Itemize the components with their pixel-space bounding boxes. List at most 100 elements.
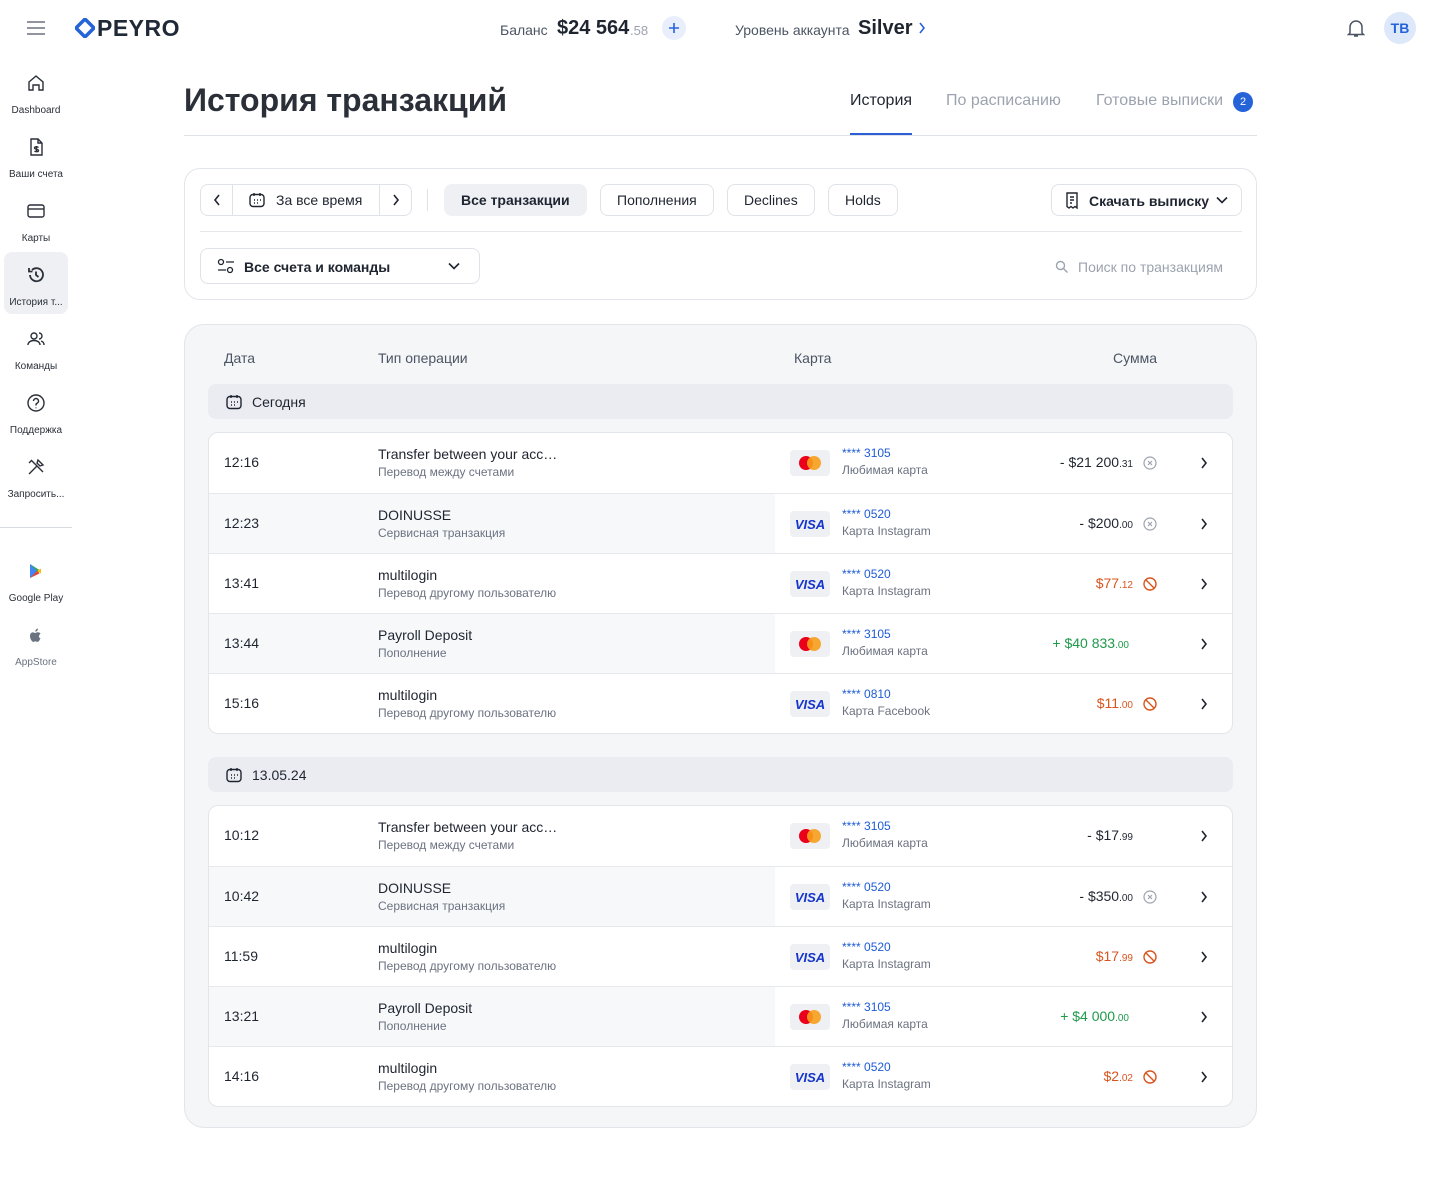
time: 12:16 bbox=[224, 454, 260, 470]
nav-item[interactable]: Карты bbox=[4, 188, 68, 250]
transaction-row[interactable]: 13:41 multilogin Перевод другому пользоват… bbox=[209, 553, 1232, 613]
transaction-row[interactable]: 13:21 Payroll Deposit Пополнение **** 3105 Л… bbox=[209, 986, 1232, 1046]
nav-item[interactable]: Ваши счета bbox=[4, 124, 68, 186]
level-label: Уровень аккаунта bbox=[735, 22, 850, 38]
card-logo: VISA bbox=[790, 1064, 830, 1090]
operation-title: Payroll Deposit bbox=[378, 627, 473, 643]
nav-label: Команды bbox=[14, 361, 58, 372]
time: 13:21 bbox=[224, 1008, 260, 1024]
amount: - $21 200.31 bbox=[1060, 454, 1133, 470]
avatar[interactable]: TB bbox=[1384, 12, 1416, 44]
visa-logo: VISA bbox=[794, 889, 826, 905]
type-chip[interactable]: Все транзакции bbox=[444, 184, 587, 216]
operation-subtitle: Перевод другому пользователю bbox=[378, 706, 557, 720]
level-chevron[interactable] bbox=[918, 22, 926, 34]
sidebar: Dashboard Ваши счета Карты История т... Кома… bbox=[0, 56, 72, 676]
card-logo: VISA bbox=[790, 511, 830, 537]
period[interactable]: За все время bbox=[276, 192, 363, 208]
nav-icon bbox=[27, 332, 45, 346]
column-header: Сумма bbox=[1113, 350, 1157, 366]
transaction-row[interactable]: 14:16 multilogin Перевод другому пользоват… bbox=[209, 1046, 1232, 1106]
period-next[interactable] bbox=[379, 185, 412, 215]
nav-item[interactable]: История т... bbox=[4, 252, 68, 314]
amount-main: $77 bbox=[1095, 575, 1120, 591]
download-button[interactable]: Скачать выписку bbox=[1051, 184, 1242, 216]
type-chip[interactable]: Holds bbox=[828, 184, 898, 216]
nav-item[interactable]: Dashboard bbox=[4, 60, 68, 122]
tab[interactable]: Готовые выписки bbox=[1096, 92, 1224, 109]
nav-icon bbox=[27, 394, 45, 412]
amount-cents: .00 bbox=[1115, 1013, 1129, 1024]
accounts-select[interactable]: Все счета и команды bbox=[200, 248, 480, 284]
transaction-row[interactable]: 12:23 DOINUSSE Сервисная транзакция VISA ***… bbox=[209, 493, 1232, 553]
transaction-list: 10:12 Transfer between your acc… Перевод м… bbox=[208, 805, 1233, 1107]
column-header: Тип операции bbox=[378, 350, 468, 366]
card-number: **** 0520 bbox=[842, 940, 891, 954]
type-chip[interactable]: Пополнения bbox=[600, 184, 714, 216]
store-link[interactable]: AppStore bbox=[4, 612, 68, 674]
level[interactable]: Silver bbox=[858, 17, 913, 39]
row-chevron bbox=[1201, 1011, 1208, 1023]
calendar-icon bbox=[249, 193, 265, 208]
operation-title: Transfer between your acc… bbox=[378, 819, 558, 835]
card-number: **** 0520 bbox=[842, 1060, 891, 1074]
tab[interactable]: История bbox=[850, 92, 913, 109]
operation-title: multilogin bbox=[378, 687, 438, 703]
card-logo: VISA bbox=[790, 944, 830, 970]
declined-icon bbox=[1143, 577, 1157, 591]
operation-subtitle: Пополнение bbox=[378, 1019, 447, 1033]
page-title: История транзакций bbox=[184, 82, 508, 118]
mastercard-logo bbox=[799, 1010, 821, 1024]
amount-main: - $200 bbox=[1079, 515, 1120, 531]
nav-item[interactable]: Поддержка bbox=[4, 380, 68, 442]
time: 13:41 bbox=[224, 575, 260, 591]
card-number: **** 3105 bbox=[842, 446, 891, 460]
store-link[interactable]: Google Play bbox=[4, 548, 68, 610]
period-prev[interactable] bbox=[201, 185, 233, 215]
tab[interactable]: По расписанию bbox=[946, 92, 1061, 109]
nav-item[interactable]: Команды bbox=[4, 316, 68, 378]
title-divider bbox=[184, 135, 1257, 136]
transaction-row[interactable]: 15:16 multilogin Перевод другому пользоват… bbox=[209, 673, 1232, 733]
group-header: Сегодня bbox=[208, 384, 1233, 419]
operation-title: Payroll Deposit bbox=[378, 1000, 473, 1016]
tab-badge: 2 bbox=[1233, 92, 1253, 112]
card-name: Любимая карта bbox=[842, 644, 928, 658]
group-label: Сегодня bbox=[252, 394, 306, 410]
operation-title: multilogin bbox=[378, 940, 438, 956]
card-name: Карта Instagram bbox=[842, 584, 931, 598]
nav-icon bbox=[28, 75, 44, 91]
logo-mark bbox=[75, 18, 95, 38]
transaction-row[interactable]: 10:42 DOINUSSE Сервисная транзакция VISA ***… bbox=[209, 866, 1232, 926]
card-logo bbox=[790, 1004, 830, 1030]
transaction-row[interactable]: 10:12 Transfer between your acc… Перевод м… bbox=[209, 806, 1232, 866]
search-input[interactable]: Поиск по транзакциям bbox=[1078, 259, 1224, 275]
amount: - $200.00 bbox=[1079, 515, 1133, 531]
top-up-button[interactable] bbox=[662, 16, 686, 40]
type-chip[interactable]: Declines bbox=[727, 184, 815, 216]
hold-icon bbox=[1143, 890, 1157, 904]
time: 11:59 bbox=[224, 948, 258, 964]
transaction-row[interactable]: 12:16 Transfer between your acc… Перевод м… bbox=[209, 433, 1232, 493]
visa-logo: VISA bbox=[794, 696, 826, 712]
column-header: Карта bbox=[794, 350, 832, 366]
operation-title: multilogin bbox=[378, 567, 438, 583]
row-chevron bbox=[1201, 638, 1208, 650]
amount-main: $2 bbox=[1103, 1068, 1120, 1084]
top-bar: PEYRO Баланс $24 564 .58 Уровень аккаунт… bbox=[0, 0, 1440, 56]
card-logo: VISA bbox=[790, 571, 830, 597]
tab-underline bbox=[850, 133, 912, 135]
notifications[interactable] bbox=[1347, 18, 1365, 38]
row-chevron bbox=[1201, 1071, 1208, 1083]
row-chevron bbox=[1201, 951, 1208, 963]
logo[interactable]: PEYRO bbox=[97, 15, 181, 41]
time: 15:16 bbox=[224, 695, 260, 711]
amount-main: - $17 bbox=[1087, 827, 1120, 843]
nav-item[interactable]: Запросить... bbox=[4, 444, 68, 506]
store-icon bbox=[30, 628, 41, 642]
menu-button[interactable] bbox=[27, 21, 45, 35]
store-label: AppStore bbox=[15, 657, 57, 668]
transaction-row[interactable]: 13:44 Payroll Deposit Пополнение **** 3105 Л… bbox=[209, 613, 1232, 673]
transaction-row[interactable]: 11:59 multilogin Перевод другому пользоват… bbox=[209, 926, 1232, 986]
amount-cents: .00 bbox=[1119, 893, 1133, 904]
